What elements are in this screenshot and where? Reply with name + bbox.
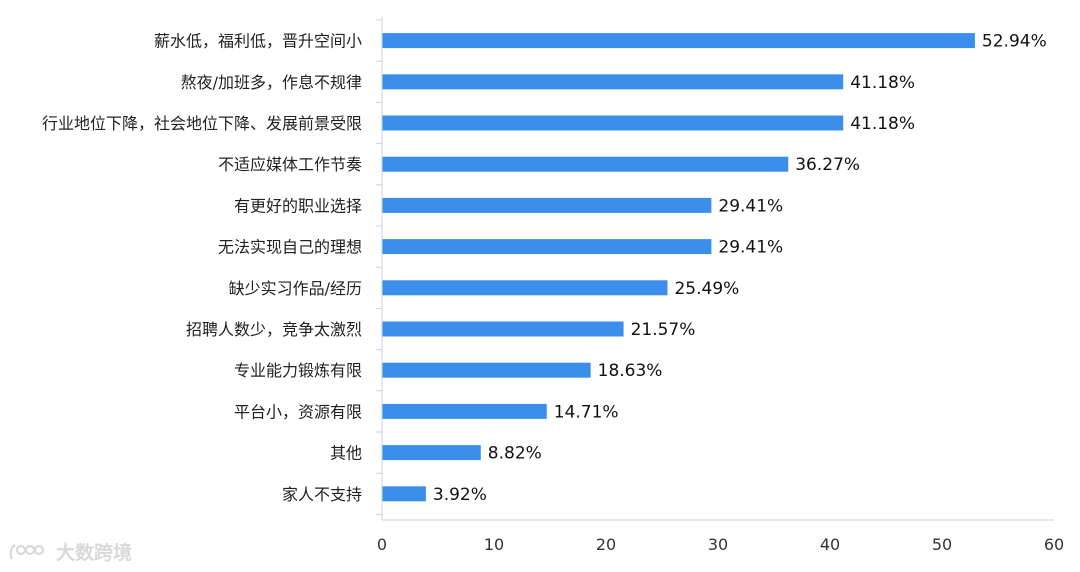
x-tick-label: 10: [484, 535, 504, 554]
x-tick-label: 30: [708, 535, 728, 554]
bar: [382, 403, 547, 419]
value-label: 18.63%: [598, 361, 663, 381]
x-tick-label: 40: [820, 535, 840, 554]
value-label: 41.18%: [850, 73, 915, 93]
value-label: 41.18%: [850, 114, 915, 134]
category-label: 专业能力锻炼有限: [234, 361, 362, 380]
bar: [382, 115, 844, 131]
bar: [382, 486, 426, 502]
category-label: 招聘人数少，竞争太激烈: [186, 320, 362, 339]
bar: [382, 280, 668, 296]
category-label: 熬夜/加班多，作息不规律: [181, 73, 362, 92]
category-label: 平台小，资源有限: [234, 402, 362, 421]
watermark-text: 大数跨境: [56, 542, 133, 564]
bar: [382, 197, 712, 213]
value-label: 25.49%: [674, 279, 739, 299]
bar: [382, 445, 481, 461]
value-label: 52.94%: [982, 32, 1047, 52]
watermark-logo-icon: [9, 543, 45, 559]
category-label: 家人不支持: [282, 485, 362, 504]
bar: [382, 321, 624, 337]
value-label: 29.41%: [718, 196, 783, 216]
category-label: 缺少实习作品/经历: [229, 279, 362, 298]
value-label: 21.57%: [631, 320, 696, 340]
value-label: 29.41%: [718, 238, 783, 258]
value-label: 36.27%: [795, 155, 860, 175]
value-label: 14.71%: [554, 402, 619, 422]
bar: [382, 362, 591, 378]
x-tick-label: 60: [1044, 535, 1064, 554]
category-label: 不适应媒体工作节奏: [218, 155, 362, 174]
watermark: 大数跨境: [8, 538, 132, 565]
x-tick-label: 50: [932, 535, 952, 554]
bar: [382, 156, 789, 172]
category-label: 薪水低，福利低，晋升空间小: [154, 32, 362, 51]
x-tick-label: 20: [596, 535, 616, 554]
x-tick-label: 0: [377, 535, 387, 554]
bar: [382, 239, 712, 255]
category-label: 有更好的职业选择: [234, 196, 362, 215]
bar: [382, 33, 975, 49]
value-label: 3.92%: [433, 485, 487, 505]
bar: [382, 74, 844, 90]
category-label: 无法实现自己的理想: [218, 238, 362, 257]
category-label: 其他: [330, 444, 362, 463]
value-label: 8.82%: [488, 444, 542, 464]
category-label: 行业地位下降，社会地位下降、发展前景受限: [42, 114, 362, 133]
